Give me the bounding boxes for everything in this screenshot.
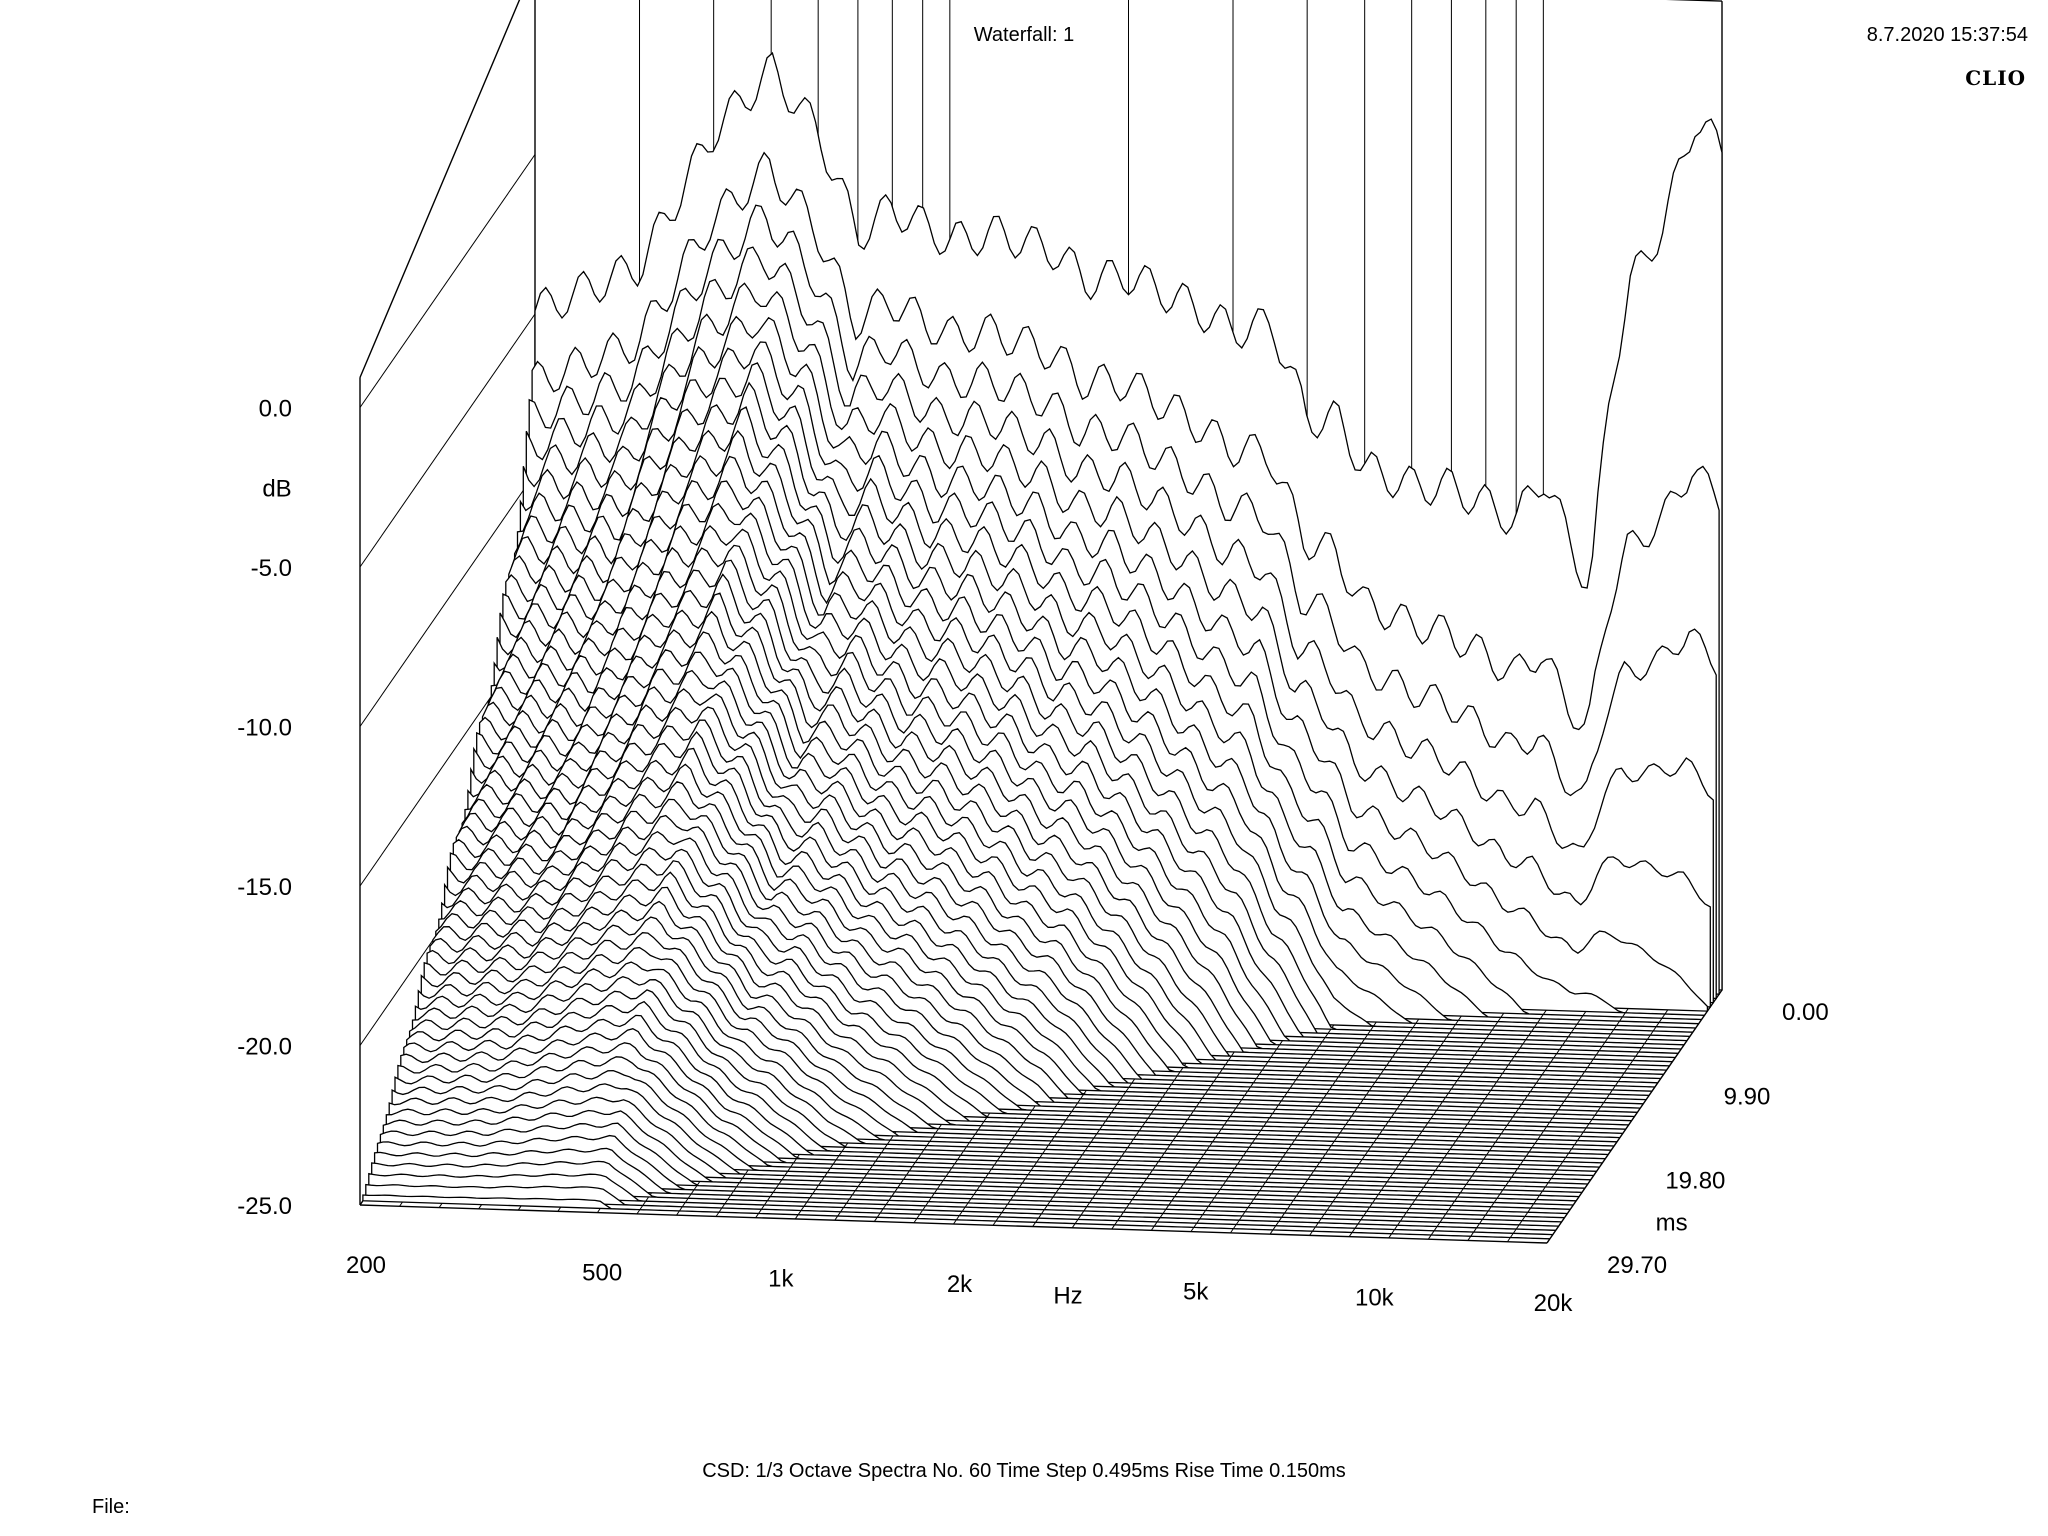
spectrum-trace (368, 1172, 1556, 1231)
left-wall-gridline (359, 473, 536, 727)
y-tick-label: -10.0 (237, 715, 292, 742)
spectrum-trace (362, 1194, 1550, 1240)
x-axis-ticks: 200 500 1k 2k 5k 10k 20k (346, 1252, 1573, 1317)
y-tick-label: -20.0 (237, 1034, 292, 1061)
y-tick-label: 0.0 (259, 396, 292, 423)
chart-title: Waterfall: 1 (973, 24, 1075, 46)
file-label: File: (92, 1496, 130, 1518)
z-tick-label: 0.00 (1782, 999, 1829, 1026)
z-axis-ticks: 0.00 9.90 19.80 29.70 (1607, 999, 1829, 1279)
x-tick-label: 10k (1355, 1284, 1395, 1311)
y-axis-label: dB (262, 475, 291, 502)
y-tick-label: -15.0 (237, 874, 292, 901)
timestamp: 8.7.2020 15:37:54 (1866, 24, 2028, 46)
z-axis-label: ms (1656, 1210, 1688, 1237)
x-tick-label: 2k (947, 1271, 973, 1298)
x-tick-label: 200 (346, 1252, 386, 1279)
spectrum-traces (362, 51, 1723, 1240)
z-tick-label: 9.90 (1724, 1083, 1771, 1110)
x-tick-label: 1k (768, 1265, 794, 1292)
left-wall-gridline (359, 313, 536, 568)
x-tick-label: 20k (1534, 1290, 1574, 1317)
y-tick-label: -25.0 (237, 1193, 292, 1220)
x-tick-label: 5k (1183, 1279, 1209, 1306)
x-axis-label: Hz (1053, 1282, 1082, 1309)
brand-logo-text: CLIO (1965, 66, 2026, 90)
y-tick-label: -5.0 (251, 555, 292, 582)
left-top-edge (359, 0, 521, 378)
x-tick-label: 500 (582, 1260, 622, 1287)
z-tick-label: 19.80 (1665, 1168, 1725, 1195)
analysis-settings: CSD: 1/3 Octave Spectra No. 60 Time Step… (702, 1460, 1346, 1482)
spectrum-trace (365, 1183, 1553, 1236)
y-axis-ticks: 0.0 -5.0 -10.0 -15.0 -20.0 -25.0 (237, 396, 292, 1221)
left-wall-gridline (359, 154, 536, 408)
z-tick-label: 29.70 (1607, 1252, 1667, 1279)
